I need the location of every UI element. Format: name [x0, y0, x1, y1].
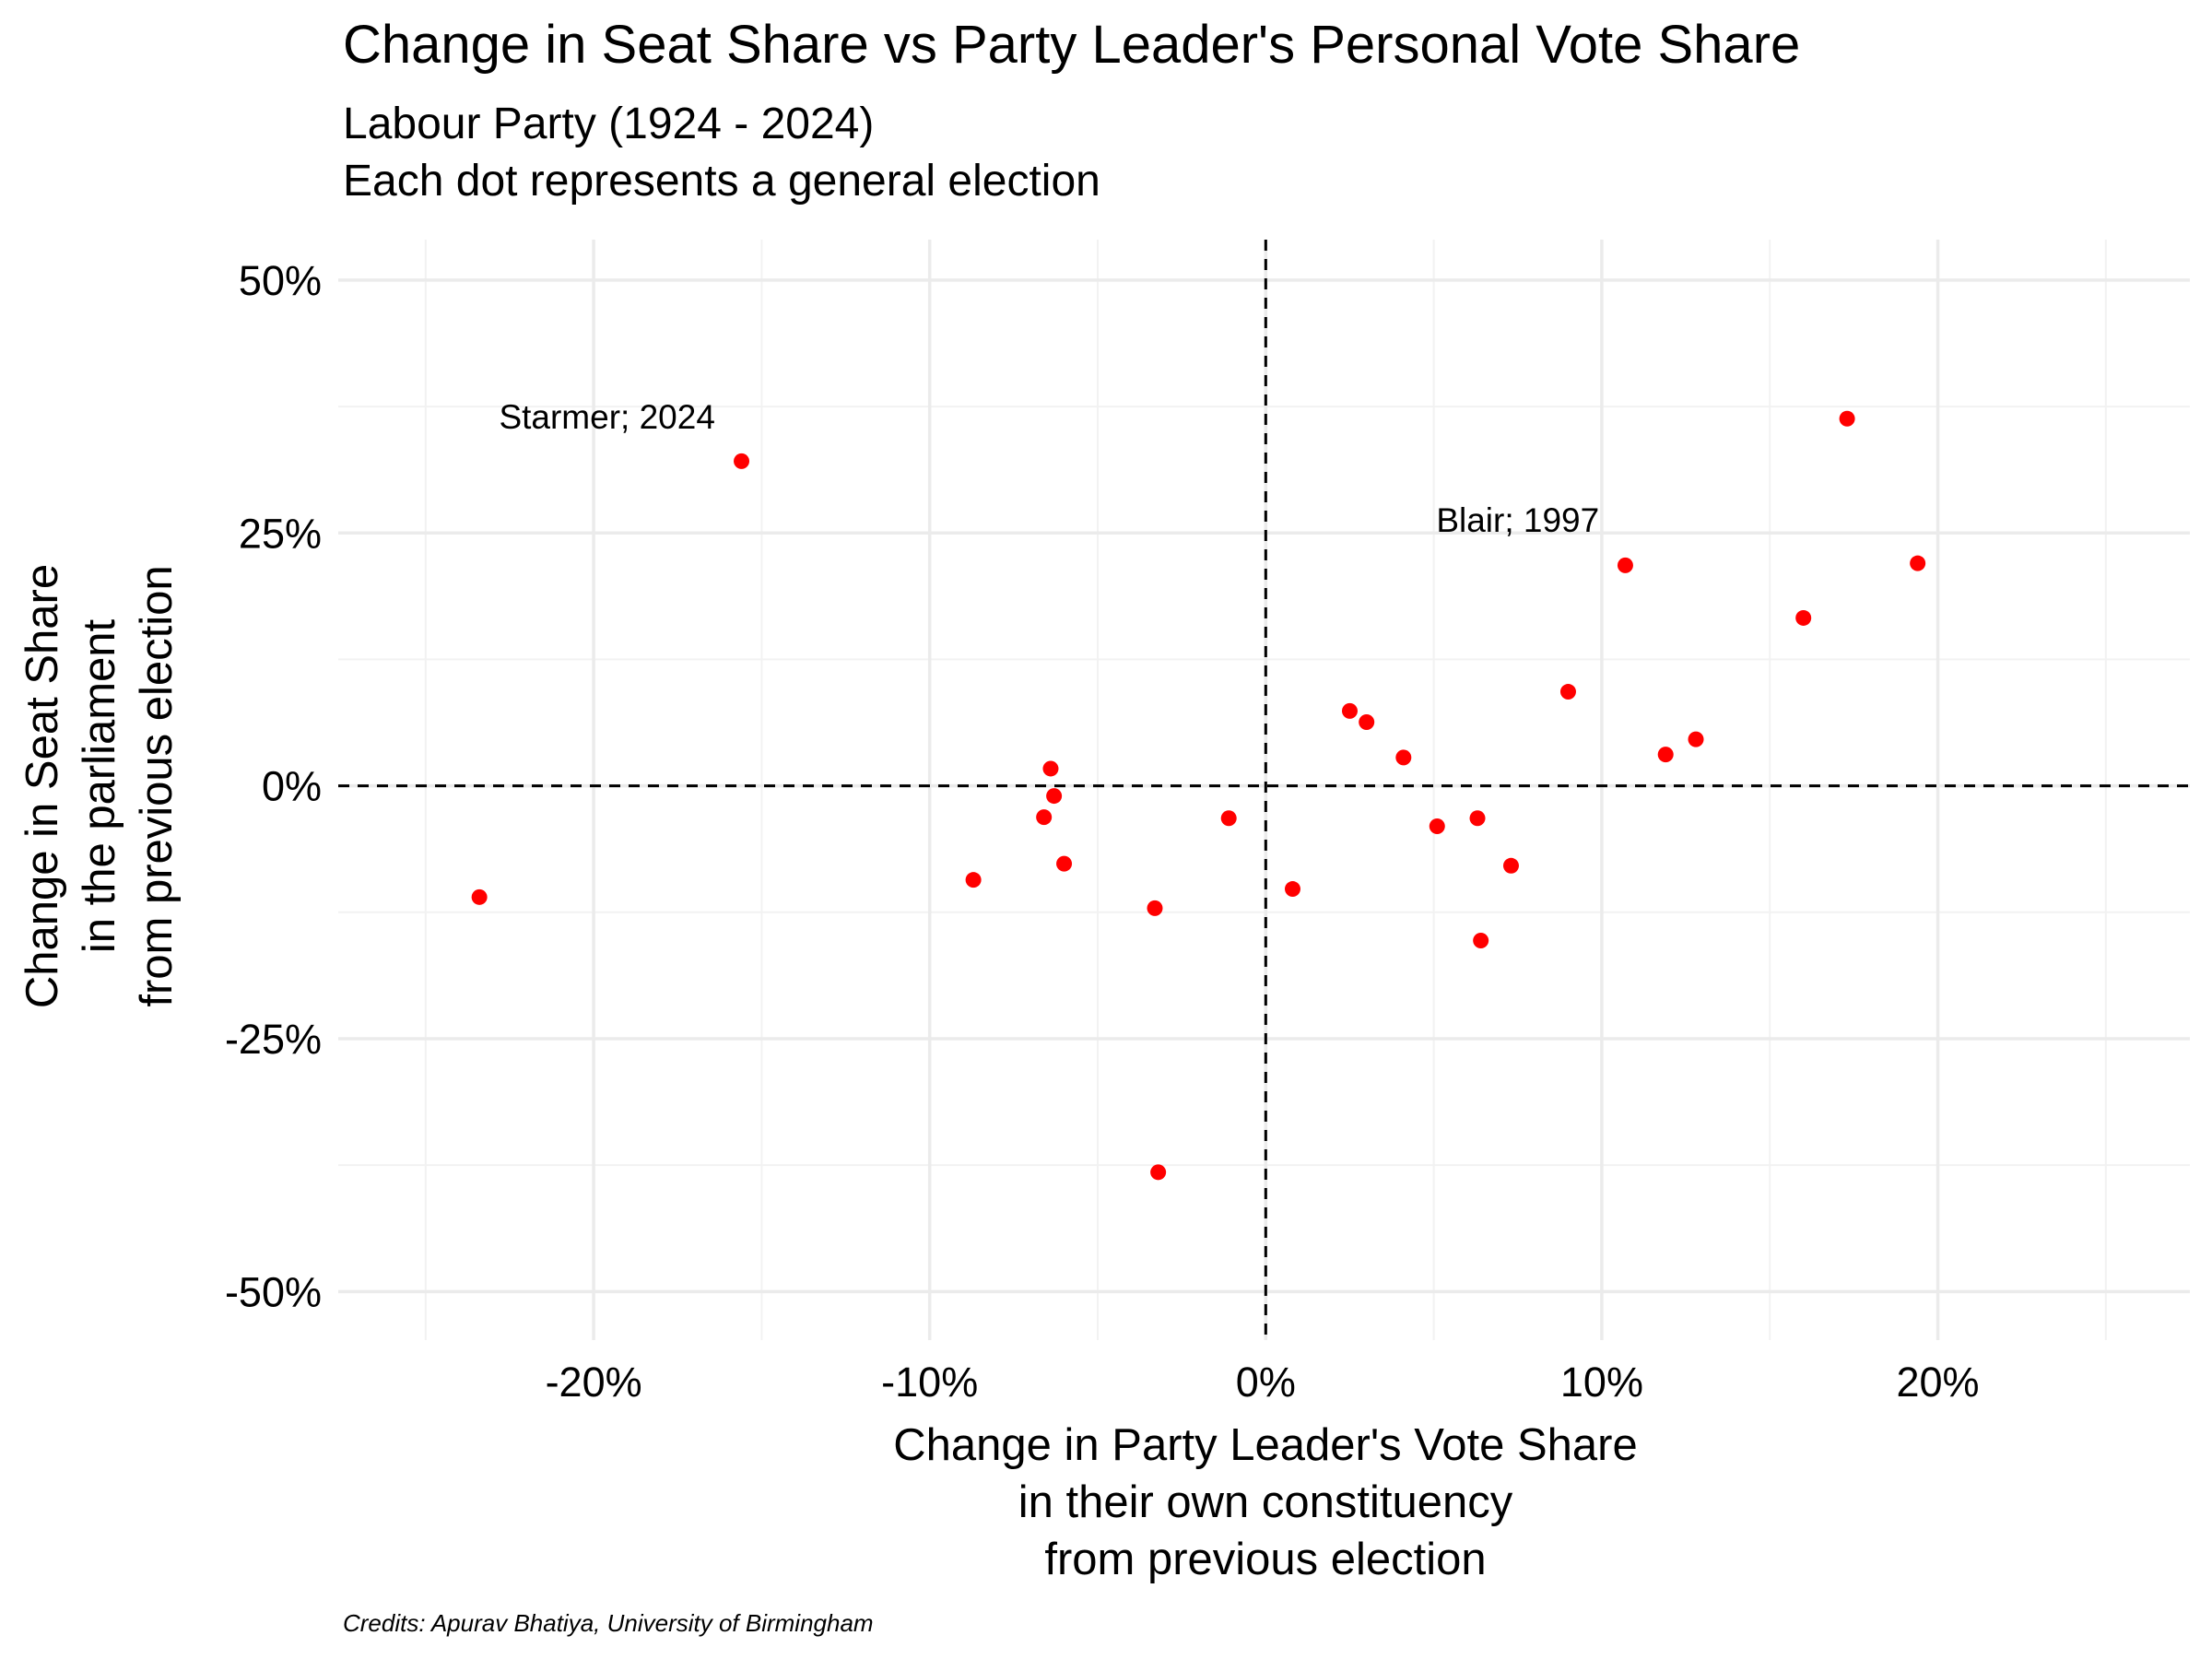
y-axis-title: Change in Seat Share in the parliament f… [18, 564, 182, 1008]
y-axis-title-line: from previous election [132, 565, 182, 1006]
x-tick-label: 0% [1236, 1359, 1296, 1406]
point [1150, 1164, 1167, 1181]
y-tick-label: 25% [239, 510, 322, 557]
point [1341, 702, 1358, 719]
point [1839, 410, 1855, 427]
annotation: Starmer; 2024 [499, 398, 714, 436]
point [1147, 900, 1163, 916]
point [1395, 749, 1412, 766]
point [1469, 810, 1486, 827]
point [1220, 810, 1237, 827]
x-tick-label: -10% [881, 1359, 978, 1406]
point [1056, 855, 1073, 872]
caption: Credits: Apurav Bhatiya, University of B… [343, 1609, 874, 1637]
y-tick-label: 50% [239, 257, 322, 304]
x-tick-label: 20% [1897, 1359, 1980, 1406]
point [1657, 747, 1674, 763]
chart-subtitle: Each dot represents a general election [343, 157, 1100, 206]
point [734, 453, 750, 469]
x-tick-label: 10% [1560, 1359, 1643, 1406]
point [1429, 818, 1445, 835]
y-axis-title-line: in the parliament [75, 618, 124, 953]
y-axis-title-line: Change in Seat Share [18, 564, 67, 1008]
point [1473, 933, 1489, 949]
x-axis-title: from previous election [1044, 1535, 1486, 1584]
point [1502, 857, 1519, 874]
point [1046, 788, 1063, 805]
x-tick-label: -20% [546, 1359, 642, 1406]
point [471, 888, 488, 905]
point [965, 872, 982, 888]
point [1284, 881, 1300, 898]
x-axis-title: Change in Party Leader's Vote Share [893, 1420, 1638, 1470]
point [1036, 809, 1053, 826]
point [1688, 731, 1704, 747]
point [1795, 609, 1812, 626]
point [1617, 557, 1633, 573]
y-tick-label: -25% [225, 1016, 322, 1063]
point [1910, 555, 1926, 571]
annotation: Blair; 1997 [1436, 501, 1599, 539]
x-axis-title: in their own constituency [1018, 1477, 1513, 1527]
point [1042, 760, 1059, 777]
chart-subtitle: Labour Party (1924 - 2024) [343, 100, 874, 148]
y-tick-label: -50% [225, 1268, 322, 1315]
chart-title: Change in Seat Share vs Party Leader's P… [343, 15, 1800, 75]
y-tick-label: 0% [262, 763, 322, 810]
point [1359, 713, 1375, 730]
point [1559, 684, 1576, 700]
